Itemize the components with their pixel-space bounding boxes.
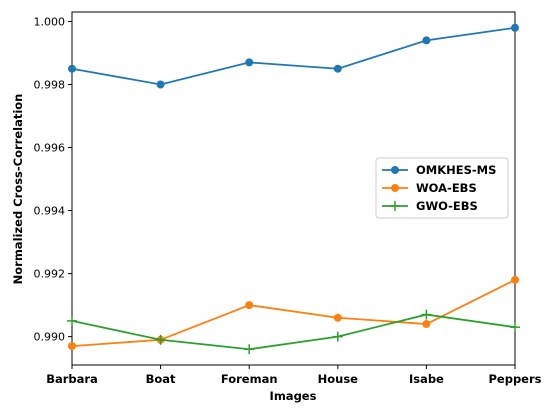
series-point-woa-ebs-0 — [68, 342, 76, 351]
series-point-omkhes-ms-2 — [245, 58, 254, 67]
series-point-gwo-ebs-0 — [67, 315, 77, 326]
series-point-omkhes-ms-5 — [511, 23, 519, 32]
series-point-gwo-ebs-1 — [155, 334, 166, 345]
legend: OMKHES-MS WOA-EBS GWO-EBS — [375, 157, 509, 219]
y-tick-label-2: 0.994 — [34, 205, 66, 218]
y-tick-label-1: 0.992 — [34, 268, 66, 281]
series-point-omkhes-ms-4 — [422, 36, 431, 45]
x-tick-label-0: Barbara — [46, 372, 98, 386]
plot-frame — [71, 11, 516, 366]
legend-item-omkhes-ms: OMKHES-MS — [382, 163, 496, 177]
series-line-gwo-ebs — [71, 313, 516, 351]
series-line-omkhes-ms — [71, 26, 516, 86]
series-line-woa-ebs — [71, 279, 516, 347]
y-tick-label-4: 0.998 — [34, 78, 66, 91]
series-point-gwo-ebs-2 — [244, 344, 255, 355]
x-tick-label-3: House — [318, 372, 359, 386]
x-tick-label-4: Isabe — [409, 372, 444, 386]
series-point-gwo-ebs-5 — [510, 322, 520, 333]
series-point-woa-ebs-4 — [422, 320, 431, 329]
series-point-woa-ebs-5 — [511, 275, 519, 284]
legend-label-gwo-ebs: GWO-EBS — [416, 199, 478, 213]
legend-item-woa-ebs: WOA-EBS — [382, 181, 477, 195]
y-tick-label-0: 0.990 — [34, 331, 66, 344]
series-point-woa-ebs-2 — [245, 301, 254, 310]
legend-box — [375, 157, 509, 219]
x-axis-label: Images — [270, 389, 317, 403]
legend-label-woa-ebs: WOA-EBS — [416, 181, 477, 195]
series-point-omkhes-ms-0 — [68, 64, 76, 73]
series-point-gwo-ebs-3 — [332, 331, 343, 342]
y-axis-label: Normalized Cross-Correlation — [11, 94, 25, 285]
series-point-omkhes-ms-3 — [333, 64, 342, 73]
plot-area: 0.990 0.992 0.994 0.996 0.998 1.000 Barbara Boa… — [34, 11, 542, 386]
series-point-gwo-ebs-4 — [421, 309, 432, 320]
x-tick-label-2: Foreman — [221, 372, 278, 386]
y-tick-label-5: 1.000 — [34, 15, 66, 28]
series-point-woa-ebs-3 — [333, 313, 342, 322]
x-tick-label-1: Boat — [146, 372, 176, 386]
y-tick-label-3: 0.996 — [34, 142, 66, 155]
legend-label-omkhes-ms: OMKHES-MS — [416, 163, 496, 177]
legend-item-gwo-ebs: GWO-EBS — [382, 199, 478, 213]
x-tick-label-5: Peppers — [488, 372, 541, 386]
series-point-omkhes-ms-1 — [156, 80, 165, 89]
